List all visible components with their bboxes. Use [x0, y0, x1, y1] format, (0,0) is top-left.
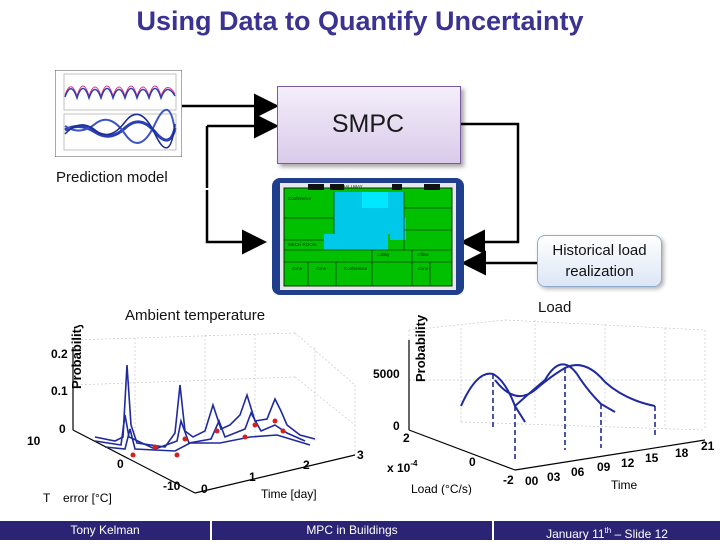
ambient-temperature-label: Ambient temperature: [125, 307, 266, 324]
building-floorplan: HALLWAY Conference MECH ROOM Lobby Offic…: [272, 178, 464, 295]
arrow-loop-to-smpc: [205, 190, 267, 255]
right-xtick: 21: [701, 439, 715, 453]
left-depth-tick: 0: [117, 457, 124, 471]
right-depth-tick: 0: [469, 455, 476, 469]
footer-author: Tony Kelman: [0, 521, 210, 540]
left-depth-tick: 10: [27, 434, 41, 448]
historical-load-box: Historical load realization: [537, 235, 662, 287]
left-ytick: 0: [59, 422, 66, 436]
right-zlabel: Load (°C/s): [411, 482, 472, 495]
page-title: Using Data to Quantify Uncertainty: [136, 6, 584, 36]
right-xtick: 00: [525, 474, 539, 488]
left-xtick: 3: [357, 448, 364, 462]
historical-load-line1: Historical load: [552, 242, 647, 259]
right-xtick: 06: [571, 465, 585, 479]
svg-text:Zone: Zone: [292, 266, 303, 271]
svg-text:Zone: Zone: [418, 266, 429, 271]
smpc-label: SMPC: [331, 110, 405, 138]
left-ytick: 0.2: [51, 347, 68, 361]
load-plot: Probability 5000 0 2 0 -2 x 10-4 00 03 0…: [373, 314, 715, 495]
historical-load-line2: realization: [565, 263, 634, 280]
right-ylabel: Probability: [413, 314, 428, 382]
right-depth-tick: 2: [403, 431, 410, 445]
room-label: Conference: [288, 196, 312, 201]
left-depth-tick: -10: [163, 479, 181, 493]
right-xlabel: Time: [611, 478, 638, 492]
svg-text:Zone: Zone: [316, 266, 327, 271]
smpc-box: [277, 86, 461, 164]
svg-text:Lobby: Lobby: [377, 252, 390, 257]
svg-text:HALLWAY: HALLWAY: [342, 184, 363, 189]
right-ytick: 5000: [373, 367, 400, 381]
arrow-feedback-to-building: [459, 122, 520, 255]
right-xtick: 03: [547, 470, 561, 484]
right-xtick: 12: [621, 456, 635, 470]
left-xlabel: Time [day]: [261, 487, 317, 501]
left-ytick: 0.1: [51, 384, 68, 398]
footer-slide-info: January 11th – Slide 12: [494, 521, 720, 541]
left-xtick: 0: [201, 482, 208, 496]
right-depth-tick: -2: [503, 473, 514, 487]
right-xtick: 09: [597, 460, 611, 474]
load-label: Load: [538, 299, 572, 316]
right-xtick: 15: [645, 451, 659, 465]
svg-text:Conference: Conference: [344, 266, 368, 271]
prediction-model-label: Prediction model: [56, 169, 168, 186]
ambient-temperature-plot: Probability 0.2 0.1 0 10 0 -10 0 1 2 3 T…: [27, 325, 364, 505]
left-ylabel: Probability: [69, 325, 84, 389]
right-xtick: 18: [675, 446, 689, 460]
svg-text:MECH ROOM: MECH ROOM: [288, 242, 317, 247]
footer-title: MPC in Buildings: [212, 521, 492, 540]
left-xtick: 1: [249, 470, 256, 484]
right-exponent: x 10-4: [387, 459, 418, 475]
right-ytick: 0: [393, 419, 400, 433]
svg-text:Office: Office: [417, 252, 429, 257]
prediction-model-thumbnail: [55, 70, 182, 157]
left-xtick: 2: [303, 458, 310, 472]
